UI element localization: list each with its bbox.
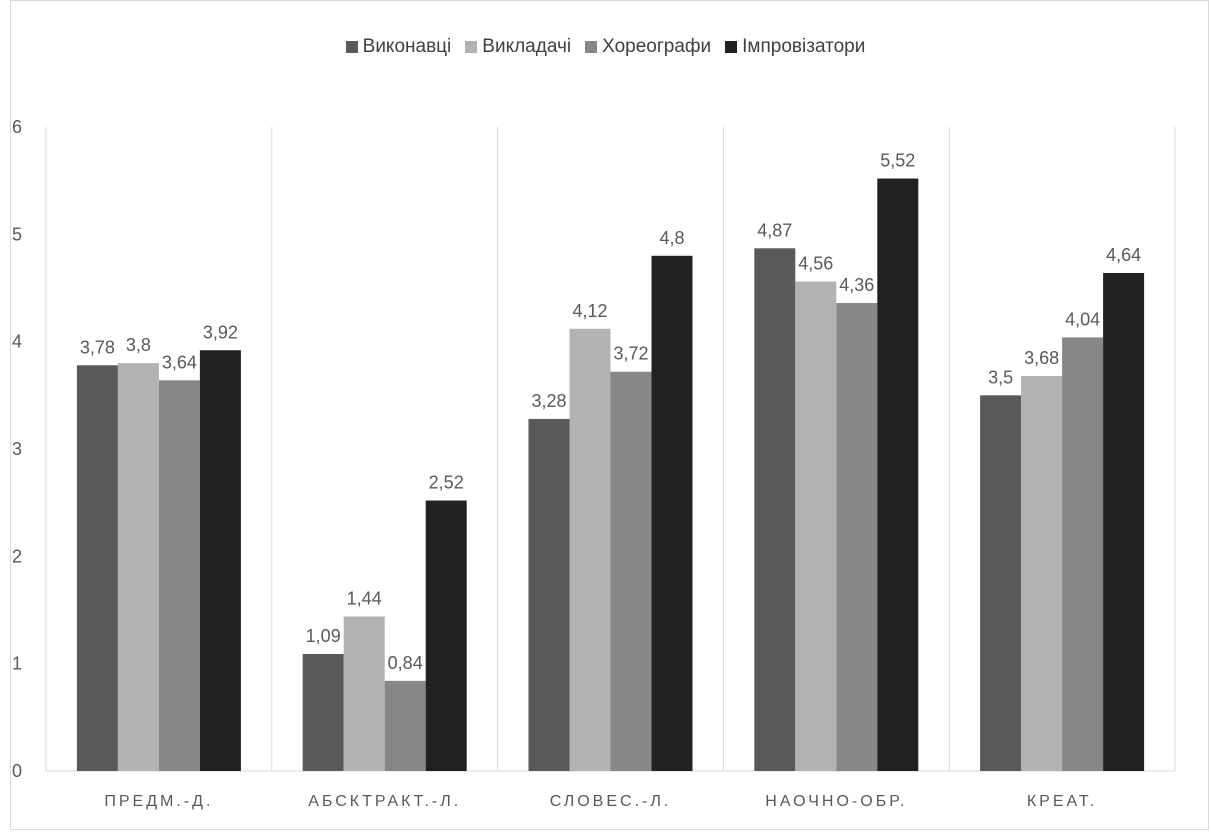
data-label: 4,8 [659, 228, 684, 248]
legend-swatch [465, 41, 478, 53]
bar [569, 328, 611, 771]
data-label: 3,72 [613, 344, 648, 364]
bar [343, 616, 385, 771]
bar [1062, 337, 1104, 771]
data-label: 4,04 [1065, 309, 1100, 329]
bar [610, 371, 652, 771]
legend: Виконавці Викладачі Хореографи Імпровіза… [0, 36, 1211, 58]
x-axis: ПРЕДМ.-Д. АБСКТРАКТ.-Л. СЛОВЕС.-Л. НАОЧНО-О… [104, 793, 1098, 810]
data-label: 4,36 [839, 275, 874, 295]
bar [117, 363, 159, 771]
y-tick-label: 6 [12, 117, 22, 137]
data-label: 4,64 [1106, 245, 1141, 265]
data-label: 1,09 [306, 626, 341, 646]
legend-label: Хореографи [602, 36, 712, 57]
data-label: 3,92 [203, 322, 238, 342]
x-tick-label: КРЕАТ. [1027, 793, 1098, 810]
bar [836, 303, 878, 771]
data-label: 3,5 [988, 367, 1013, 387]
data-label: 3,68 [1024, 348, 1059, 368]
data-label: 3,78 [80, 337, 115, 357]
data-label: 4,12 [572, 301, 607, 321]
legend-label: Виконавці [362, 36, 452, 57]
bar [302, 654, 344, 771]
data-label: 3,8 [126, 335, 151, 355]
data-label: 0,84 [388, 653, 423, 673]
legend-label: Викладачі [482, 36, 572, 57]
x-tick-label: ПРЕДМ.-Д. [104, 793, 213, 810]
legend-item-vykonavtsi: Виконавці [345, 36, 452, 58]
y-tick-label: 2 [12, 546, 22, 566]
data-label: 1,44 [347, 588, 382, 608]
y-tick-label: 3 [12, 439, 22, 459]
data-label: 4,56 [798, 254, 833, 274]
legend-item-vykladachi: Викладачі [465, 36, 571, 58]
x-tick-label: АБСКТРАКТ.-Л. [308, 793, 461, 810]
bar [384, 680, 426, 771]
bar [1021, 376, 1063, 771]
x-tick-label: СЛОВЕС.-Л. [550, 793, 672, 810]
data-label: 5,52 [880, 151, 915, 171]
data-label: 3,28 [531, 391, 566, 411]
bar [980, 395, 1022, 771]
y-tick-label: 4 [12, 332, 22, 352]
data-labels: 3,78 3,8 3,64 3,92 1,09 1,44 0,84 2,52 3,28 4,12 3… [80, 151, 1141, 673]
data-label: 3,64 [162, 352, 197, 372]
bars [76, 178, 1145, 772]
legend-item-improvizatory: Імпровізатори [725, 36, 865, 58]
bar [76, 365, 118, 771]
bar [795, 281, 837, 771]
data-label: 2,52 [429, 473, 464, 493]
bar [1103, 272, 1145, 771]
bar [528, 418, 570, 771]
y-axis: 0 1 2 3 4 5 6 [12, 117, 22, 781]
legend-swatch [345, 41, 358, 53]
legend-swatch [585, 41, 598, 53]
legend-item-khoreohrafy: Хореографи [585, 36, 711, 58]
bar [199, 350, 241, 771]
y-tick-label: 5 [12, 224, 22, 244]
y-tick-label: 1 [12, 654, 22, 674]
bar [877, 178, 919, 771]
legend-swatch [725, 41, 738, 53]
bar [754, 248, 796, 771]
bar [425, 500, 467, 771]
bar [651, 255, 693, 772]
data-label: 4,87 [757, 220, 792, 240]
legend-label: Імпровізатори [742, 36, 866, 57]
bar [158, 380, 200, 771]
x-tick-label: НАОЧНО-ОБР. [765, 793, 907, 810]
y-tick-label: 0 [12, 761, 22, 781]
